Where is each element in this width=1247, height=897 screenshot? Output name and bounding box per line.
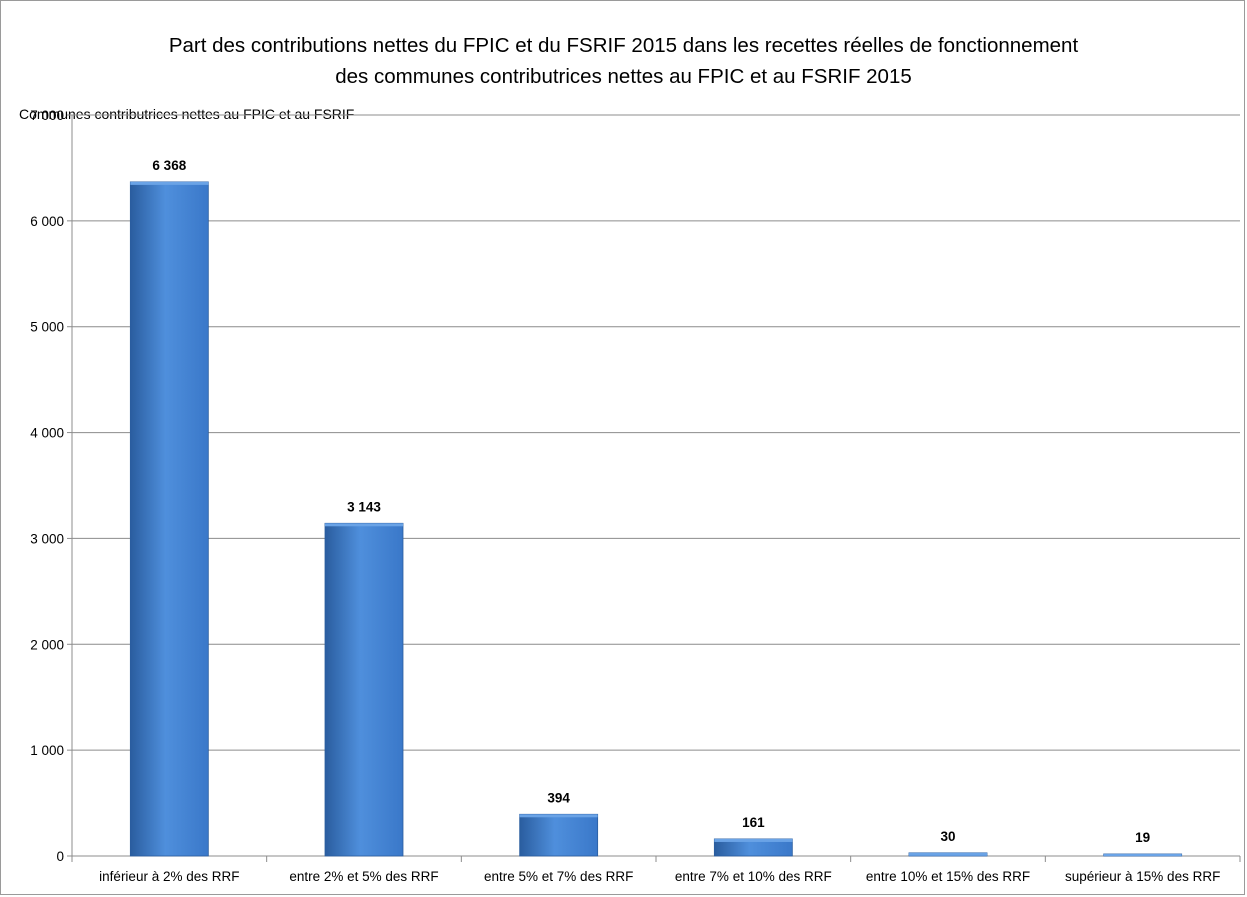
y-tick-labels: 0 1 000 2 000 3 000 4 000 5 000 6 000 7 000 [30,108,64,864]
chart-title-line-2: des communes contributrices nettes au FP… [335,65,912,88]
bar-top-highlight [1103,853,1182,856]
bar [519,813,599,857]
x-tick-label: entre 2% et 5% des RRF [289,869,438,884]
bars [129,181,1183,857]
bar-data-label: 30 [940,829,955,844]
bar-data-label: 6 368 [152,158,186,173]
chart-title-line-1: Part des contributions nettes du FPIC et… [168,34,1079,57]
x-tick-labels: inférieur à 2% des RRF entre 2% et 5% des… [99,869,1220,884]
axes [71,115,1241,862]
x-tick-label: entre 7% et 10% des RRF [675,869,832,884]
x-tick-label: inférieur à 2% des RRF [99,869,239,884]
x-tick-label: supérieur à 15% des RRF [1065,869,1220,884]
bar-top-highlight [714,838,793,842]
x-tick-label: entre 10% et 15% des RRF [866,869,1030,884]
y-tick-label: 6 000 [30,214,64,229]
bar-top-highlight [519,814,598,818]
bar-data-label: 19 [1135,830,1150,845]
chart-title: Part des contributions nettes du FPIC et… [0,30,1247,92]
gridlines [67,114,1240,857]
y-tick-label: 7 000 [30,108,64,123]
y-tick-label: 5 000 [30,320,64,335]
bar-top-highlight [325,523,403,527]
y-tick-label: 2 000 [30,637,64,652]
y-tick-label: 1 000 [30,743,64,758]
bar-top-highlight [909,852,987,856]
bar-data-label: 3 143 [347,499,381,514]
bar-top-highlight [130,181,209,185]
bar-data-label: 394 [547,790,570,805]
x-tick-label: entre 5% et 7% des RRF [484,869,633,884]
bar-data-label: 161 [742,815,765,830]
y-tick-label: 0 [56,849,64,864]
y-tick-label: 3 000 [30,531,64,546]
y-axis-label: Communes contributrices nettes au FPIC e… [19,106,355,122]
y-tick-label: 4 000 [30,426,64,441]
bar [129,181,209,857]
bar [324,522,404,857]
data-labels: 6 368 3 143 394 161 30 19 [152,158,1150,845]
